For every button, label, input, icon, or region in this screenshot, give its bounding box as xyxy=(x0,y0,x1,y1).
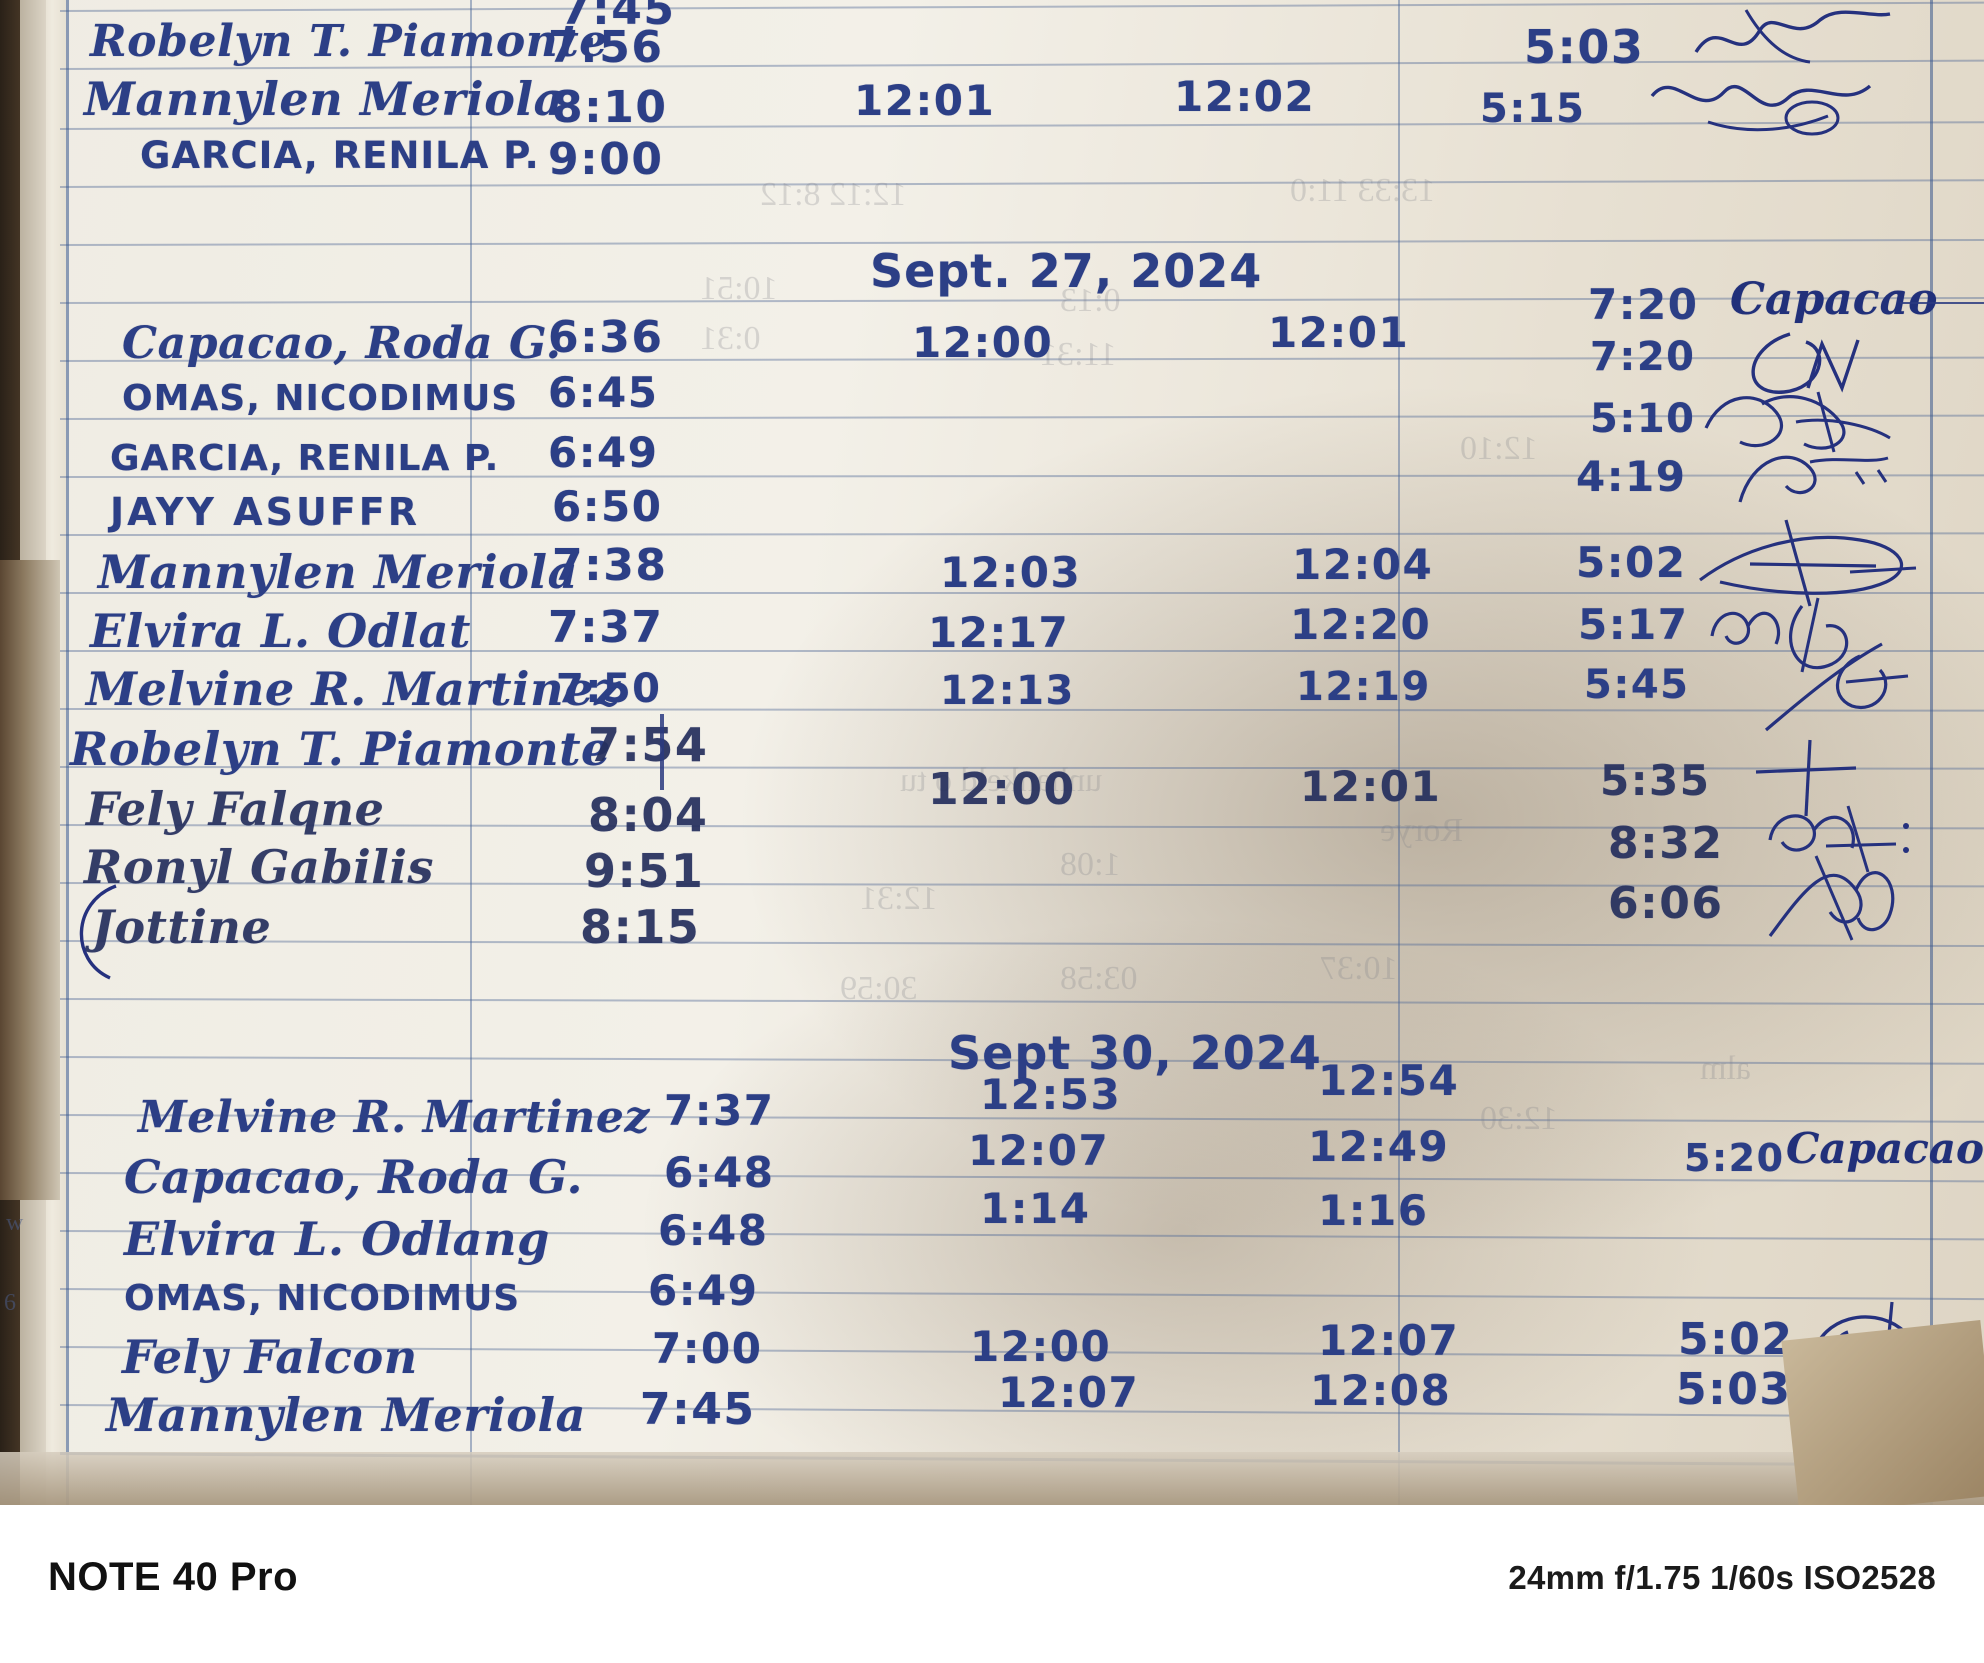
row-time-out-pm: 4:19 xyxy=(1576,452,1687,501)
row-time-in-am: 6:49 xyxy=(648,1266,759,1315)
row-name: GARCIA, RENILA P. xyxy=(110,438,500,479)
row-time-in-pm: 12:19 xyxy=(1296,664,1431,710)
row-time-in-am: 6:45 xyxy=(548,368,659,417)
date-heading-sept27: Sept. 27, 2024 xyxy=(870,244,1263,298)
row-time-in-am: 6:36 xyxy=(548,312,664,363)
desk-corner xyxy=(1781,1320,1984,1505)
row-time-in-am: 7:56 xyxy=(548,22,664,73)
row-time-out-pm: 5:20 xyxy=(1684,1136,1785,1180)
row-time-out-pm: 5:45 xyxy=(1584,662,1690,708)
row-time-in-am: 6:49 xyxy=(548,428,659,477)
row-time-out-pm: 8:32 xyxy=(1608,818,1724,869)
row-name: OMAS, NICODIMUS xyxy=(122,378,519,419)
row-signature-name: Capacao xyxy=(1730,274,1938,325)
row-time-out-pm: 5:17 xyxy=(1578,600,1689,649)
row-time-in-pm: 12:01 xyxy=(1300,762,1442,811)
row-time-out-pm: 5:02 xyxy=(1576,538,1687,587)
row-name: Ronyl Gabilis xyxy=(84,840,434,894)
row-time-out-pm: 5:35 xyxy=(1600,756,1711,805)
row-time-in-pm: 12:07 xyxy=(1318,1316,1460,1365)
row-time-out-am: 12:17 xyxy=(928,608,1070,657)
row-time-out-am: 12:00 xyxy=(912,318,1054,367)
row-time-in-am: 6:50 xyxy=(552,482,663,531)
facing-page-mark: w xyxy=(6,1210,24,1236)
row-time-out-am: 12:01 xyxy=(854,76,996,125)
row-name: Fely Falcon xyxy=(122,1330,418,1384)
row-name: Robelyn T. Piamonte xyxy=(70,722,611,776)
row-time-in-am: 6:48 xyxy=(664,1148,775,1197)
row-time-out-am: 12:07 xyxy=(998,1368,1140,1417)
row-name: OMAS, NICODIMUS xyxy=(124,1278,521,1319)
row-time-in-am: 7:37 xyxy=(548,602,664,653)
date-heading-sept30: Sept 30, 2024 xyxy=(948,1026,1322,1080)
row-time-in-pm: 12:49 xyxy=(1308,1122,1450,1171)
row-time-in-am: 8:15 xyxy=(580,900,701,954)
row-time-in-pm: 12:01 xyxy=(1268,308,1410,357)
column-rule-pm xyxy=(1398,0,1400,1505)
column-rule-name xyxy=(470,0,472,1505)
row-time-out-pm: 7:20 xyxy=(1590,334,1696,380)
row-time-in-pm: 12:54 xyxy=(1318,1056,1460,1105)
facing-page-sliver xyxy=(0,560,60,1200)
left-margin-rule xyxy=(66,0,69,1505)
row-name: Elvira L. Odlat xyxy=(90,604,471,658)
right-margin-rule xyxy=(1930,0,1933,1505)
row-time-out-pm: 7:20 xyxy=(1588,280,1699,329)
row-time-in-am: 7:38 xyxy=(552,540,668,591)
row-name: Mannylen Meriola xyxy=(84,72,564,126)
row-time-in-pm: 12:20 xyxy=(1290,600,1432,649)
row-name: Melvine R. Martinez xyxy=(138,1092,651,1143)
row-name: Mannylen Meriola xyxy=(98,545,578,599)
row-time-in-am: 7:45 xyxy=(640,1384,756,1435)
row-time-out-pm: 5:10 xyxy=(1590,396,1696,442)
row-time-in-am: 8:04 xyxy=(588,788,709,842)
facing-page-mark: 6 xyxy=(4,1290,16,1316)
row-name: Capacao, Roda G. xyxy=(122,318,562,369)
row-time-in-am: 6:48 xyxy=(658,1206,769,1255)
row-time-out-pm: 5:03 xyxy=(1676,1364,1792,1415)
row-time-in-am: 7:37 xyxy=(664,1086,775,1135)
row-time-out-pm: 5:15 xyxy=(1480,86,1586,132)
row-name: Mannylen Meriola xyxy=(106,1388,586,1442)
row-name: Jottine xyxy=(92,900,272,954)
row-time-in-pm: 12:02 xyxy=(1174,72,1316,121)
row-time-out-pm: 5:02 xyxy=(1678,1314,1794,1365)
row-time-in-am: 9:00 xyxy=(548,134,664,185)
row-time-in-pm: 12:04 xyxy=(1292,540,1434,589)
ruled-lines xyxy=(59,0,1984,1505)
row-time-out-am: 12:07 xyxy=(968,1126,1110,1175)
row-name: Capacao, Roda G. xyxy=(124,1150,584,1204)
row-signature-name: Capacao xyxy=(1786,1124,1984,1173)
row-time-in-pm: 1:16 xyxy=(1318,1186,1429,1235)
row-name: Melvine R. Martinez xyxy=(86,662,621,716)
row-time-out-pm: 6:06 xyxy=(1608,878,1724,929)
row-name: Fely Falqne xyxy=(86,782,385,836)
row-time-in-pm: 12:08 xyxy=(1310,1366,1452,1415)
row-name: Robelyn T. Piamonte xyxy=(90,16,608,67)
camera-watermark-bar: NOTE 40 Pro 24mm f/1.75 1/60s ISO2528 xyxy=(0,1505,1984,1663)
row-name: Elvira L. Odlang xyxy=(124,1212,550,1266)
row-name: JAYY ASUFFR xyxy=(110,490,420,534)
row-time-in-am: 9:51 xyxy=(584,844,705,898)
row-time-out-am: 12:53 xyxy=(980,1070,1122,1119)
row-time-in-am: 7:54 xyxy=(588,718,709,772)
exif-label: 24mm f/1.75 1/60s ISO2528 xyxy=(1508,1559,1936,1596)
row-time-out-am: 12:03 xyxy=(940,548,1082,597)
page-bottom-edge xyxy=(0,1452,1984,1505)
row-time-out-am: 12:00 xyxy=(970,1322,1112,1371)
device-name-label: NOTE 40 Pro xyxy=(48,1555,299,1599)
logbook-page-photo: w 6 xyxy=(0,0,1984,1505)
row-time-out-am: 1:14 xyxy=(980,1184,1091,1233)
row-time-out-am: 12:13 xyxy=(940,668,1075,714)
row-time-out-am: 12:00 xyxy=(928,764,1076,815)
row-time-in-am: 7:50 xyxy=(556,666,662,712)
row-time-in-am: 7:00 xyxy=(652,1324,763,1373)
row-time-in-am: 8:10 xyxy=(552,82,668,133)
row-name: GARCIA, RENILA P. xyxy=(140,134,540,177)
row-time-out-pm: 5:03 xyxy=(1524,20,1645,74)
clipped-time-above: 7:45 xyxy=(560,0,676,35)
